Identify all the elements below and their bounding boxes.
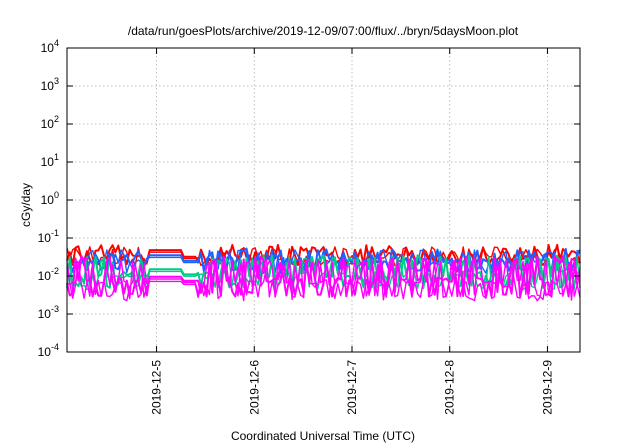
x-tick-label: 2019-12-9	[540, 360, 554, 415]
series-line	[66, 259, 581, 302]
x-tick-label: 2019-12-5	[150, 360, 164, 415]
y-tick-label: 100	[41, 190, 59, 207]
y-tick-label: 10-3	[38, 304, 59, 321]
y-tick-label: 10-2	[38, 266, 59, 283]
x-tick-labels: 2019-12-5 2019-12-6 2019-12-7 2019-12-8 2019…	[150, 360, 555, 415]
x-tick-label: 2019-12-8	[443, 360, 457, 415]
grid	[67, 48, 580, 352]
y-tick-label: 101	[41, 152, 59, 169]
y-axis-label: cGy/day	[19, 183, 33, 227]
y-tick-label: 103	[41, 76, 59, 93]
series-line	[66, 256, 581, 291]
x-axis-label: Coordinated Universal Time (UTC)	[231, 429, 415, 443]
axis-ticks	[67, 47, 580, 353]
y-tick-labels: 10-4 10-3 10-2 10-1 100 101 102 103 104	[38, 38, 59, 359]
y-tick-label: 10-1	[38, 228, 59, 245]
y-tick-label: 104	[41, 38, 59, 55]
y-tick-label: 102	[41, 114, 59, 131]
series-group	[66, 243, 581, 302]
chart-title: /data/run/goesPlots/archive/2019-12-09/0…	[128, 24, 519, 38]
x-tick-label: 2019-12-6	[247, 360, 261, 415]
y-tick-label: 10-4	[38, 342, 59, 359]
x-tick-label: 2019-12-7	[345, 360, 359, 415]
